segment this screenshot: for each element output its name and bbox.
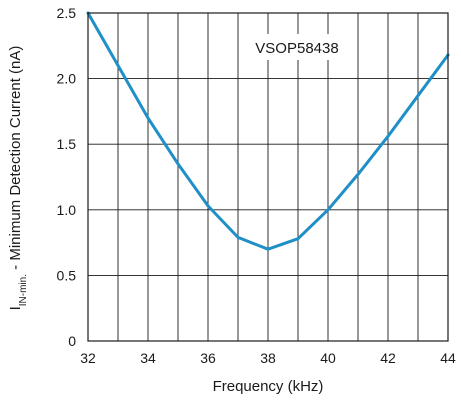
grid-lines bbox=[88, 13, 448, 341]
data-point bbox=[236, 235, 240, 239]
y-tick-label: 0 bbox=[68, 333, 76, 349]
y-tick-label: 2.0 bbox=[57, 71, 77, 87]
data-point bbox=[176, 162, 180, 166]
data-point bbox=[116, 64, 120, 67]
data-layer bbox=[86, 11, 450, 251]
y-tick-label: 2.5 bbox=[57, 5, 77, 21]
data-point bbox=[386, 134, 390, 138]
x-tick-label: 44 bbox=[440, 350, 456, 366]
y-tick-labels: 0 0.5 1.0 1.5 2.0 2.5 bbox=[57, 5, 77, 349]
y-tick-label: 1.0 bbox=[57, 202, 77, 218]
data-point bbox=[356, 172, 360, 176]
y-axis-label-text: - Minimum Detection Current (nA) bbox=[7, 46, 24, 274]
x-tick-label: 32 bbox=[80, 350, 96, 366]
x-tick-label: 38 bbox=[260, 350, 276, 366]
data-point bbox=[266, 247, 270, 251]
x-tick-label: 42 bbox=[380, 350, 396, 366]
data-point bbox=[206, 204, 210, 208]
y-axis-subscript: IN-min. bbox=[18, 274, 29, 306]
x-tick-label: 34 bbox=[140, 350, 156, 366]
data-point bbox=[146, 116, 150, 120]
data-point bbox=[416, 94, 420, 98]
x-tick-label: 36 bbox=[200, 350, 216, 366]
y-tick-label: 1.5 bbox=[57, 136, 77, 152]
model-annotation: VSOP58438 bbox=[255, 40, 338, 57]
y-axis-title: IIN-min. - Minimum Detection Current (nA… bbox=[7, 46, 29, 311]
x-tick-label: 40 bbox=[320, 350, 336, 366]
y-axis-symbol: I bbox=[7, 306, 24, 310]
plot-border bbox=[87, 12, 449, 342]
data-point bbox=[296, 237, 300, 241]
x-axis-title: Frequency (kHz) bbox=[213, 378, 324, 395]
data-point bbox=[326, 208, 330, 212]
x-tick-labels: 32 34 36 38 40 42 44 bbox=[80, 350, 456, 366]
y-tick-label: 0.5 bbox=[57, 267, 77, 283]
annotation-background bbox=[240, 34, 352, 60]
